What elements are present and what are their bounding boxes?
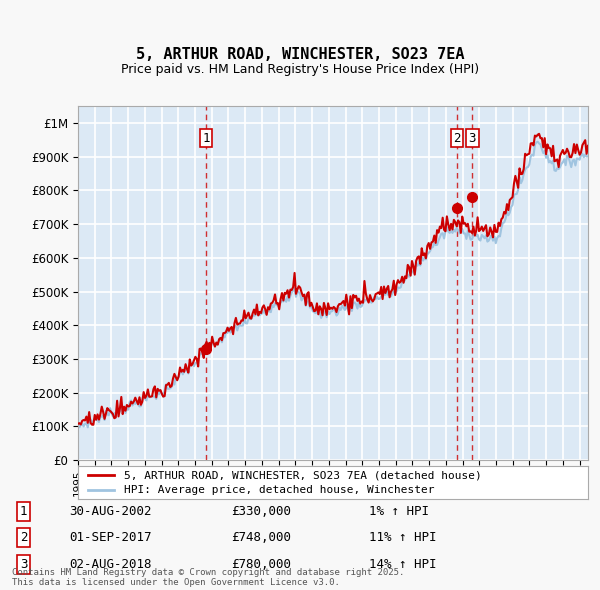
Text: 01-SEP-2017: 01-SEP-2017	[70, 532, 152, 545]
Text: 02-AUG-2018: 02-AUG-2018	[70, 558, 152, 571]
Text: 14% ↑ HPI: 14% ↑ HPI	[369, 558, 437, 571]
Text: 2: 2	[20, 532, 27, 545]
Text: 1% ↑ HPI: 1% ↑ HPI	[369, 505, 429, 518]
Text: 3: 3	[20, 558, 27, 571]
Text: 1: 1	[20, 505, 27, 518]
Text: £748,000: £748,000	[231, 532, 291, 545]
Text: 2: 2	[453, 132, 461, 145]
Text: 5, ARTHUR ROAD, WINCHESTER, SO23 7EA (detached house): 5, ARTHUR ROAD, WINCHESTER, SO23 7EA (de…	[124, 470, 482, 480]
Text: 1: 1	[202, 132, 210, 145]
Text: £330,000: £330,000	[231, 505, 291, 518]
Text: HPI: Average price, detached house, Winchester: HPI: Average price, detached house, Winc…	[124, 486, 434, 496]
Text: 3: 3	[469, 132, 476, 145]
Text: £780,000: £780,000	[231, 558, 291, 571]
Text: Contains HM Land Registry data © Crown copyright and database right 2025.
This d: Contains HM Land Registry data © Crown c…	[12, 568, 404, 587]
Text: 30-AUG-2002: 30-AUG-2002	[70, 505, 152, 518]
Text: 5, ARTHUR ROAD, WINCHESTER, SO23 7EA: 5, ARTHUR ROAD, WINCHESTER, SO23 7EA	[136, 47, 464, 62]
Text: 11% ↑ HPI: 11% ↑ HPI	[369, 532, 437, 545]
Text: Price paid vs. HM Land Registry's House Price Index (HPI): Price paid vs. HM Land Registry's House …	[121, 63, 479, 76]
